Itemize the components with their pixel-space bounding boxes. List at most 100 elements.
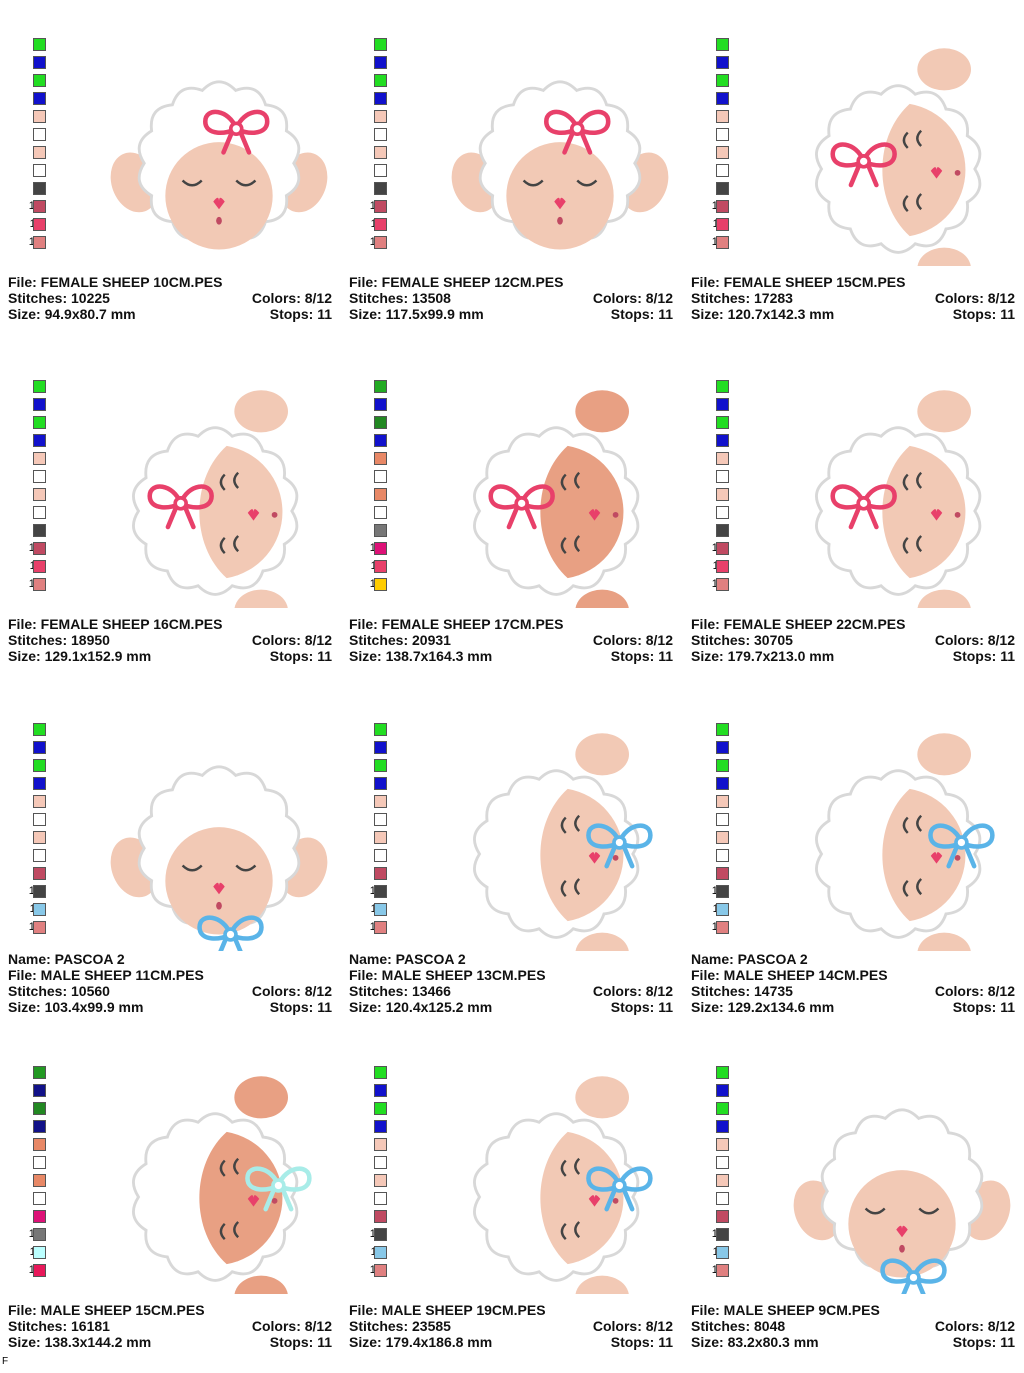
info-line: File: FEMALE SHEEP 17CM.PES xyxy=(349,616,673,632)
color-count: Colors: 8/12 xyxy=(592,1318,673,1334)
color-swatch-row: 12 xyxy=(697,1263,737,1281)
color-swatch xyxy=(716,1120,729,1133)
color-swatch xyxy=(33,867,46,880)
color-swatch xyxy=(716,885,729,898)
color-swatch-row: 6 xyxy=(697,1155,737,1173)
color-swatch xyxy=(374,470,387,483)
nose-icon xyxy=(247,509,260,521)
color-swatch xyxy=(33,38,46,51)
ear-icon xyxy=(234,589,288,608)
color-swatch xyxy=(374,398,387,411)
stitch-count: Stitches: 18950 xyxy=(8,632,110,648)
color-swatch-row: 5 xyxy=(355,451,395,469)
eye-icon xyxy=(918,1207,940,1215)
color-swatch-row: 7 xyxy=(355,830,395,848)
color-swatch xyxy=(33,128,46,141)
color-swatch xyxy=(374,741,387,754)
color-swatch xyxy=(33,1192,46,1205)
color-swatch-row: 2 xyxy=(697,55,737,73)
color-swatch-row: 9 xyxy=(697,181,737,199)
color-swatch-row: 3 xyxy=(697,73,737,91)
stitch-count: Stitches: 13466 xyxy=(349,983,451,999)
embroidery-preview xyxy=(473,390,640,608)
color-swatch-row: 2 xyxy=(14,55,54,73)
info-line: Name: PASCOA 2 xyxy=(349,951,673,967)
embroidery-preview xyxy=(815,390,982,608)
color-swatch xyxy=(374,1246,387,1259)
color-swatch xyxy=(33,1246,46,1259)
color-swatch-row: 5 xyxy=(355,794,395,812)
color-swatch-row: 1 xyxy=(355,722,395,740)
file-name: File: FEMALE SHEEP 15CM.PES xyxy=(691,274,906,290)
color-swatch-row: 11 xyxy=(14,217,54,235)
color-swatch-row: 9 xyxy=(355,181,395,199)
color-swatch xyxy=(716,741,729,754)
mouth-icon xyxy=(557,216,563,225)
color-swatch xyxy=(716,759,729,772)
color-swatch-row: 3 xyxy=(14,73,54,91)
color-swatch-row: 12 xyxy=(355,235,395,253)
design-size: Size: 83.2x80.3 mm xyxy=(691,1334,819,1350)
color-swatch xyxy=(716,1066,729,1079)
color-count: Colors: 8/12 xyxy=(934,632,1015,648)
color-swatch xyxy=(716,128,729,141)
info-line: Size: 129.1x152.9 mm Stops: 11 xyxy=(8,648,332,664)
stitch-count: Stitches: 14735 xyxy=(691,983,793,999)
file-name: File: FEMALE SHEEP 12CM.PES xyxy=(349,274,564,290)
color-swatch-row: 10 xyxy=(697,1227,737,1245)
eye-icon xyxy=(902,193,923,213)
info-line: Size: 83.2x80.3 mm Stops: 11 xyxy=(691,1334,1015,1350)
design-size: Size: 120.4x125.2 mm xyxy=(349,999,493,1015)
color-swatch xyxy=(33,398,46,411)
info-line: Size: 103.4x99.9 mm Stops: 11 xyxy=(8,999,332,1015)
color-swatch xyxy=(374,777,387,790)
file-name: File: FEMALE SHEEP 22CM.PES xyxy=(691,616,906,632)
ear-icon xyxy=(575,932,629,951)
sheep-illustration xyxy=(451,80,669,250)
nose-icon xyxy=(896,1225,908,1238)
color-swatch xyxy=(33,164,46,177)
ear-icon xyxy=(234,1275,288,1294)
color-swatch-row: 2 xyxy=(14,397,54,415)
color-swatch xyxy=(33,777,46,790)
color-swatch-row: 10 xyxy=(14,541,54,559)
color-swatch-row: 7 xyxy=(355,1173,395,1191)
info-line: Stitches: 20931 Colors: 8/12 xyxy=(349,632,673,648)
color-count: Colors: 8/12 xyxy=(592,983,673,999)
color-swatch-row: 3 xyxy=(355,73,395,91)
color-swatch xyxy=(33,524,46,537)
color-swatch xyxy=(716,903,729,916)
eye-icon xyxy=(560,535,581,555)
color-count: Colors: 8/12 xyxy=(592,290,673,306)
info-line: File: MALE SHEEP 14CM.PES xyxy=(691,967,1015,983)
color-swatch-list: 123456789101112 xyxy=(355,379,395,595)
color-swatch-row: 4 xyxy=(14,433,54,451)
color-swatch-row: 4 xyxy=(14,1119,54,1137)
design-size: Size: 94.9x80.7 mm xyxy=(8,306,136,322)
info-line: Stitches: 13508 Colors: 8/12 xyxy=(349,290,673,306)
info-line: File: FEMALE SHEEP 10CM.PES xyxy=(8,274,332,290)
stop-count: Stops: 11 xyxy=(610,999,673,1015)
color-swatch-row: 3 xyxy=(697,415,737,433)
color-swatch-row: 8 xyxy=(14,848,54,866)
color-swatch-row: 9 xyxy=(697,523,737,541)
color-swatch xyxy=(33,506,46,519)
eye-icon xyxy=(902,129,923,149)
design-info: File: FEMALE SHEEP 16CM.PES Stitches: 189… xyxy=(8,616,332,664)
embroidery-preview xyxy=(793,1108,1011,1294)
design-size: Size: 129.2x134.6 mm xyxy=(691,999,835,1015)
color-swatch-row: 7 xyxy=(14,1173,54,1191)
color-swatch-row: 5 xyxy=(14,109,54,127)
color-swatch xyxy=(374,1084,387,1097)
color-swatch-row: 9 xyxy=(355,1209,395,1227)
color-swatch xyxy=(716,1174,729,1187)
eye-icon xyxy=(560,1221,581,1241)
color-swatch-row: 10 xyxy=(355,541,395,559)
color-swatch-row: 7 xyxy=(697,487,737,505)
stitch-count: Stitches: 23585 xyxy=(349,1318,451,1334)
face xyxy=(165,827,273,935)
ear-icon xyxy=(234,1076,288,1119)
color-swatch-list: 123456789101112 xyxy=(697,37,737,253)
color-swatch-list: 123456789101112 xyxy=(697,1065,737,1281)
